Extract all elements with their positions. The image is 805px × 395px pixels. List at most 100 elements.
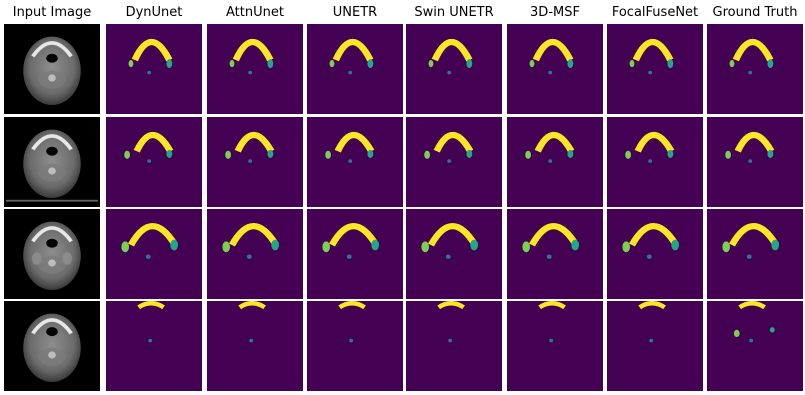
center-structure-mask <box>447 159 452 163</box>
title-unetr: UNETR <box>332 5 378 20</box>
panel-msf-row-3 <box>507 209 603 299</box>
mandible-mask <box>634 131 675 153</box>
right-structure-mask <box>667 149 674 158</box>
mandible-mask <box>234 131 275 153</box>
left-structure-mask <box>124 150 130 159</box>
panel-swin-row-1 <box>406 24 502 114</box>
right-structure-mask <box>567 59 574 69</box>
mandible-mask <box>738 301 766 310</box>
center-structure-mask <box>649 338 654 343</box>
mandible-mask <box>638 301 666 310</box>
mandible-mask <box>137 301 165 310</box>
panel-attnunet-row-4 <box>207 301 303 391</box>
mandible-mask <box>632 39 674 62</box>
panel-swin-row-2 <box>406 117 502 207</box>
mandible-mask <box>534 131 575 153</box>
left-structure-mask <box>733 329 740 337</box>
segmentation-image <box>507 301 603 391</box>
mandible-mask <box>338 301 366 310</box>
left-structure-mask <box>725 150 731 159</box>
panel-unetr-row-4 <box>307 301 403 391</box>
right-structure-mask <box>567 149 574 158</box>
center-structure-mask <box>548 159 553 163</box>
segmentation-image <box>307 117 403 207</box>
segmentation-image <box>406 301 502 391</box>
right-structure-mask <box>367 149 374 158</box>
ct-image <box>4 117 100 207</box>
panel-attnunet-row-2 <box>207 117 303 207</box>
mandible-mask <box>728 223 780 247</box>
segmentation-image <box>707 301 803 391</box>
right-structure-mask <box>671 239 679 251</box>
right-structure-mask <box>470 239 478 251</box>
mandible-mask <box>538 301 566 310</box>
mandible-mask <box>532 39 574 62</box>
panel-focalfuse-row-2 <box>607 117 703 207</box>
center-structure-mask <box>748 70 753 75</box>
center-structure-mask <box>445 254 451 259</box>
panel-attnunet-row-3 <box>207 209 303 299</box>
panel-gt-row-4 <box>707 301 803 391</box>
panel-msf-row-1 <box>507 24 603 114</box>
title-input-image: Input Image <box>12 5 92 20</box>
right-structure-mask <box>371 239 379 251</box>
mandible-mask <box>437 301 465 310</box>
left-structure-mask <box>225 150 231 159</box>
center-structure-mask <box>748 159 753 163</box>
center-structure-mask <box>546 254 552 259</box>
segmentation-image <box>307 24 403 114</box>
title-swin-unetr: Swin UNETR <box>414 5 494 20</box>
segmentation-image <box>707 117 803 207</box>
segmentation-image <box>607 209 703 299</box>
ct-image <box>4 301 100 391</box>
title-attnunet: AttnUnet <box>226 5 284 20</box>
center-structure-mask <box>249 338 254 343</box>
left-structure-mask <box>128 60 134 68</box>
left-structure-mask <box>229 60 235 68</box>
left-structure-mask <box>722 241 731 253</box>
left-structure-mask <box>222 241 231 253</box>
center-structure-mask <box>348 70 353 75</box>
segmentation-image <box>607 24 703 114</box>
left-structure-mask <box>424 150 430 159</box>
center-structure-mask <box>348 159 353 163</box>
left-structure-mask <box>421 241 430 253</box>
mandible-mask <box>427 223 479 247</box>
right-structure-mask <box>667 59 674 69</box>
mandible-mask <box>528 223 580 247</box>
panel-gt-row-2 <box>707 117 803 207</box>
mandible-mask <box>734 131 775 153</box>
mandible-mask <box>628 223 680 247</box>
panel-dynunet-row-1 <box>106 24 202 114</box>
segmentation-image <box>406 24 502 114</box>
segmentation-image <box>106 24 202 114</box>
left-structure-mask <box>121 241 130 253</box>
ct-head-slice <box>23 313 81 382</box>
title-dynunet: DynUnet <box>125 5 183 20</box>
center-structure-mask <box>746 254 752 259</box>
title-3d-msf: 3D-MSF <box>530 5 580 20</box>
right-structure-mask <box>267 59 274 69</box>
ct-head-slice <box>23 36 81 105</box>
left-structure-mask <box>625 150 631 159</box>
panel-dynunet-row-3 <box>106 209 202 299</box>
ct-image <box>4 209 100 299</box>
panel-swin-row-4 <box>406 301 502 391</box>
panel-msf-row-4 <box>507 301 603 391</box>
center-structure-mask <box>648 159 653 163</box>
left-structure-mask <box>622 241 631 253</box>
segmentation-image <box>307 209 403 299</box>
center-structure-mask <box>246 254 252 259</box>
panel-gt-row-1 <box>707 24 803 114</box>
right-structure-mask <box>170 239 178 251</box>
panel-focalfuse-row-4 <box>607 301 703 391</box>
segmentation-image <box>207 24 303 114</box>
title-focalfusenet: FocalFuseNet <box>611 5 699 20</box>
mandible-mask <box>133 131 174 153</box>
mandible-mask <box>328 223 380 247</box>
panel-dynunet-row-4 <box>106 301 202 391</box>
mandible-mask <box>334 131 375 153</box>
center-structure-mask <box>145 254 151 259</box>
center-structure-mask <box>749 338 754 343</box>
